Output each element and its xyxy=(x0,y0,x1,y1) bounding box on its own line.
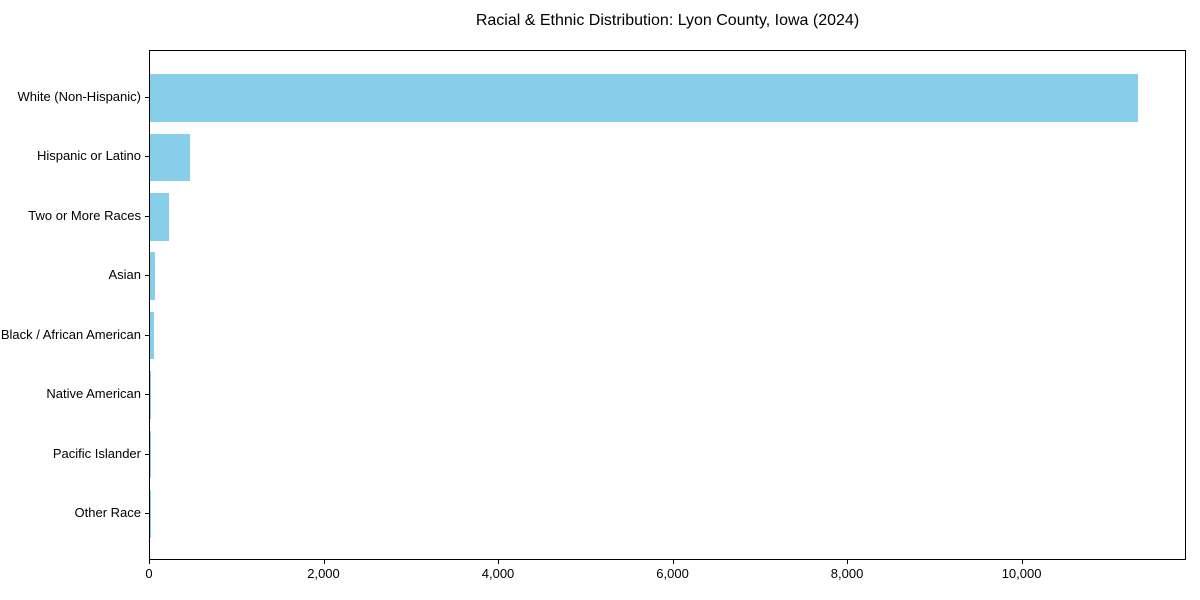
x-tick-label: 4,000 xyxy=(481,566,515,581)
y-tick-label: Asian xyxy=(108,267,141,283)
x-tick-label: 10,000 xyxy=(1001,566,1042,581)
x-tick-mark xyxy=(149,560,150,564)
bar-hispanic-or-latino xyxy=(150,133,191,182)
x-tick-label: 2,000 xyxy=(307,566,340,581)
x-tick-mark xyxy=(1021,560,1023,564)
y-tick-mark xyxy=(145,275,149,277)
y-tick-label: Two or More Races xyxy=(28,207,141,223)
bar-black-african-american xyxy=(150,311,155,360)
y-tick-mark xyxy=(145,334,149,336)
y-tick-label: Other Race xyxy=(74,505,141,521)
x-tick-mark xyxy=(847,560,849,564)
y-tick-mark xyxy=(145,96,149,98)
y-tick-label: Hispanic or Latino xyxy=(36,148,141,164)
y-tick-label: Native American xyxy=(46,386,141,402)
bar-asian xyxy=(150,252,156,301)
plot-area xyxy=(149,50,1186,560)
x-tick-label: 8,000 xyxy=(830,566,864,581)
y-tick-mark xyxy=(145,156,149,158)
x-tick-mark xyxy=(498,560,500,564)
x-tick-label: 0 xyxy=(145,566,153,581)
y-tick-label: Pacific Islander xyxy=(52,445,141,461)
x-tick-mark xyxy=(323,560,325,564)
bar-native-american xyxy=(150,371,152,419)
y-tick-label: White (Non-Hispanic) xyxy=(17,88,141,104)
y-tick-mark xyxy=(145,394,149,396)
x-tick-label: 6,000 xyxy=(656,566,689,581)
x-tick-mark xyxy=(672,560,674,564)
y-tick-label: Black / African American xyxy=(0,326,141,342)
bar-white-non-hispanic xyxy=(150,74,1138,122)
y-tick-mark xyxy=(145,215,149,217)
y-tick-mark xyxy=(145,513,149,515)
chart-title: Racial & Ethnic Distribution: Lyon Count… xyxy=(475,12,860,29)
y-tick-mark xyxy=(145,453,149,455)
bar-two-or-more-races xyxy=(150,193,170,241)
